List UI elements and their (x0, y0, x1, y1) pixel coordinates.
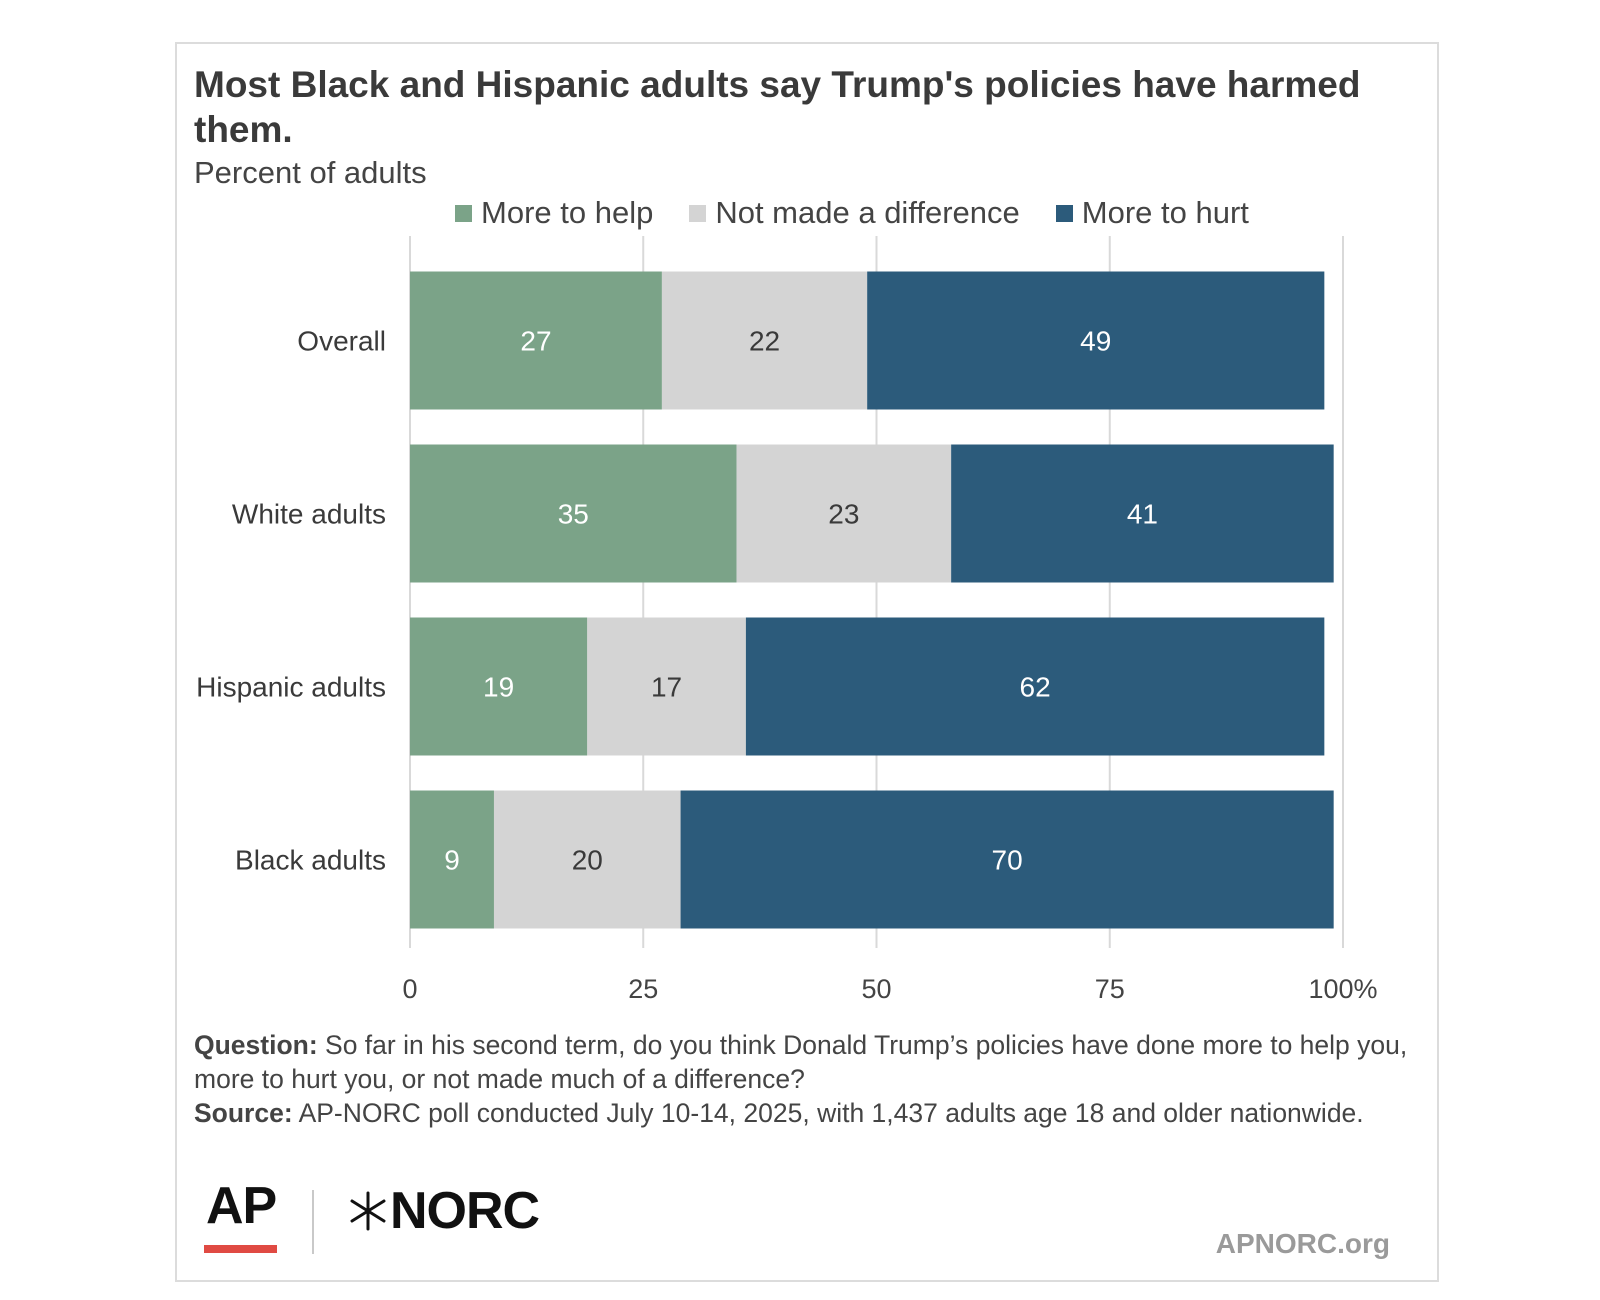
norc-logo-text: NORC (390, 1182, 540, 1240)
data-label: 22 (749, 326, 780, 357)
norc-star-icon (350, 1191, 386, 1231)
bar-segment (661, 271, 868, 410)
legend-swatch (1055, 204, 1073, 222)
bar-segment (680, 790, 1334, 929)
legend-item: More to hurt (1055, 195, 1249, 231)
bar-segment (951, 444, 1334, 583)
bar-segment (410, 444, 737, 583)
chart-title: Most Black and Hispanic adults say Trump… (194, 64, 1361, 150)
data-label: 17 (651, 672, 682, 703)
data-label: 27 (520, 326, 551, 357)
logo-divider (312, 1190, 314, 1254)
bar-segment (410, 271, 662, 410)
data-label: 70 (992, 845, 1023, 876)
bar-segment (745, 617, 1325, 756)
site-url: APNORC.org (1215, 1228, 1390, 1259)
data-label: 20 (572, 845, 603, 876)
question-text: So far in his second term, do you think … (194, 1030, 1408, 1094)
x-tick-label: 100% (1308, 974, 1377, 1004)
data-label: 9 (444, 845, 460, 876)
data-label: 49 (1080, 326, 1111, 357)
bar-segment (587, 617, 746, 756)
legend-label: More to hurt (1081, 195, 1249, 230)
legend-swatch (689, 204, 707, 222)
chart-subtitle: Percent of adults (194, 155, 427, 190)
legend: More to help Not made a difference More to… (455, 193, 1285, 233)
legend-item: Not made a difference (689, 195, 1020, 231)
ap-logo-underline (204, 1245, 277, 1253)
bar-segment (493, 790, 681, 929)
legend-label: More to help (481, 195, 654, 230)
data-label: 41 (1127, 499, 1158, 530)
question-label: Question: (194, 1030, 318, 1060)
ap-logo: AP (206, 1177, 277, 1235)
legend-item: More to help (455, 195, 653, 231)
norc-logo: NORC (346, 1182, 540, 1240)
data-label: 35 (558, 499, 589, 530)
bar-segment (410, 790, 494, 929)
x-tick-label: 0 (402, 974, 417, 1004)
source-label: Source: (194, 1098, 293, 1128)
source-text: AP-NORC poll conducted July 10-14, 2025,… (292, 1098, 1364, 1128)
data-label: 19 (483, 672, 514, 703)
bar-segment (410, 617, 588, 756)
bar-segment (736, 444, 952, 583)
category-label: Hispanic adults (196, 672, 386, 703)
x-tick-label: 75 (1095, 974, 1125, 1004)
legend-swatch (455, 204, 472, 222)
data-label: 62 (1020, 672, 1051, 703)
x-tick-label: 50 (861, 974, 891, 1004)
category-label: Overall (297, 326, 386, 357)
data-label: 23 (828, 499, 859, 530)
category-label: Black adults (235, 845, 386, 876)
bar-segment (867, 271, 1325, 410)
x-tick-label: 25 (628, 974, 658, 1004)
chart-footer: Question: So far in his second term, do … (194, 1028, 1419, 1130)
category-label: White adults (232, 499, 386, 530)
legend-label: Not made a difference (715, 195, 1020, 230)
